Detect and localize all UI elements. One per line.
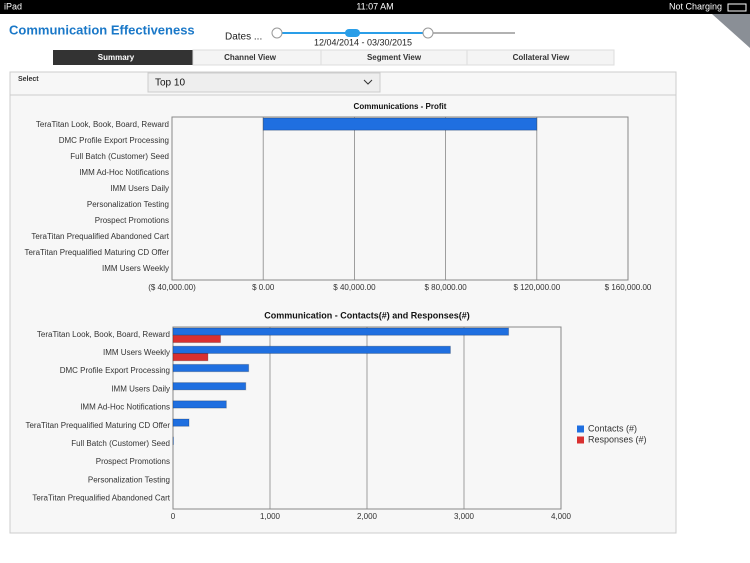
battery-icon (727, 3, 747, 12)
y-tick-label: TeraTitan Prequalified Abandoned Cart (31, 232, 169, 241)
tab-label: Segment View (367, 53, 422, 62)
chart-title: Communications - Profit (354, 102, 447, 111)
y-tick-label: TeraTitan Prequalified Abandoned Cart (32, 494, 170, 503)
x-tick-label: 4,000 (551, 512, 572, 521)
y-tick-label: IMM Ad-Hoc Notifications (80, 403, 170, 412)
bar (172, 400, 227, 409)
x-tick-label: 2,000 (357, 512, 378, 521)
y-tick-label: Prospect Promotions (95, 216, 169, 225)
app-title: Communication Effectiveness (9, 22, 195, 37)
y-tick-label: IMM Users Daily (111, 384, 170, 393)
slider-handle[interactable] (345, 29, 360, 37)
time: 11:07 AM (356, 1, 393, 11)
slider-handle[interactable] (422, 27, 434, 39)
dropdown-value: Top 10 (155, 78, 185, 89)
legend-swatch (577, 425, 584, 433)
x-tick-label: 0 (171, 512, 176, 521)
y-tick-label: TeraTitan Prequalified Maturing CD Offer (25, 421, 170, 430)
y-tick-label: TeraTitan Look, Book, Board, Reward (36, 120, 169, 129)
x-tick-label: $ 120,000.00 (513, 283, 560, 292)
y-tick-label: TeraTitan Prequalified Maturing CD Offer (24, 248, 169, 257)
x-tick-label: $ 80,000.00 (424, 283, 467, 292)
tab-label: Collateral View (513, 53, 571, 62)
dropdown[interactable] (147, 72, 381, 93)
y-tick-label: Personalization Testing (88, 475, 170, 484)
chart-title: Communication - Contacts(#) and Response… (264, 310, 470, 320)
status-bar (0, 0, 750, 14)
bar (172, 334, 222, 344)
date-range: 12/04/2014 - 03/30/2015 (314, 37, 412, 47)
bar (172, 418, 190, 427)
battery: Not Charging (669, 1, 722, 11)
y-tick-label: Full Batch (Customer) Seed (70, 152, 169, 161)
bar (172, 327, 510, 336)
x-tick-label: $ 0.00 (252, 283, 275, 292)
y-tick-label: IMM Users Weekly (102, 264, 169, 273)
slider-handle[interactable] (271, 27, 283, 39)
bar (172, 363, 250, 373)
tab-label: Channel View (224, 53, 277, 62)
x-tick-label: $ 40,000.00 (333, 283, 376, 292)
y-tick-label: IMM Users Weekly (103, 348, 170, 357)
tab-label: Summary (98, 53, 135, 62)
tab[interactable] (53, 50, 193, 65)
y-tick-label: IMM Ad-Hoc Notifications (79, 168, 169, 177)
x-tick-label: 3,000 (454, 512, 475, 521)
legend-swatch (577, 436, 584, 444)
y-tick-label: DMC Profile Export Processing (60, 366, 170, 375)
select-label: Select (18, 76, 39, 83)
y-tick-label: DMC Profile Export Processing (59, 136, 169, 145)
bar (262, 117, 538, 131)
dropdown-arrow (363, 79, 373, 85)
y-tick-label: Prospect Promotions (96, 457, 170, 466)
bar (172, 382, 247, 391)
x-tick-label: 1,000 (260, 512, 281, 521)
x-tick-label: $ 160,000.00 (605, 283, 652, 292)
x-tick-label: ($ 40,000.00) (148, 283, 196, 292)
tab-bar: Summary Channel View Segment View Collat… (53, 49, 615, 66)
legend-label: Contacts (#) (588, 423, 637, 433)
legend-label: Responses (#) (588, 434, 647, 444)
y-tick-label: Personalization Testing (87, 200, 169, 209)
plot-area (171, 116, 629, 281)
corner-menu[interactable] (712, 14, 750, 48)
dates-label: Dates ... (225, 32, 262, 43)
bar (172, 352, 209, 362)
device: iPad (4, 1, 22, 11)
y-tick-label: Full Batch (Customer) Seed (71, 439, 170, 448)
y-tick-label: IMM Users Daily (110, 184, 169, 193)
tab[interactable] (466, 49, 615, 66)
bar (172, 345, 451, 354)
y-tick-label: TeraTitan Look, Book, Board, Reward (37, 330, 170, 339)
